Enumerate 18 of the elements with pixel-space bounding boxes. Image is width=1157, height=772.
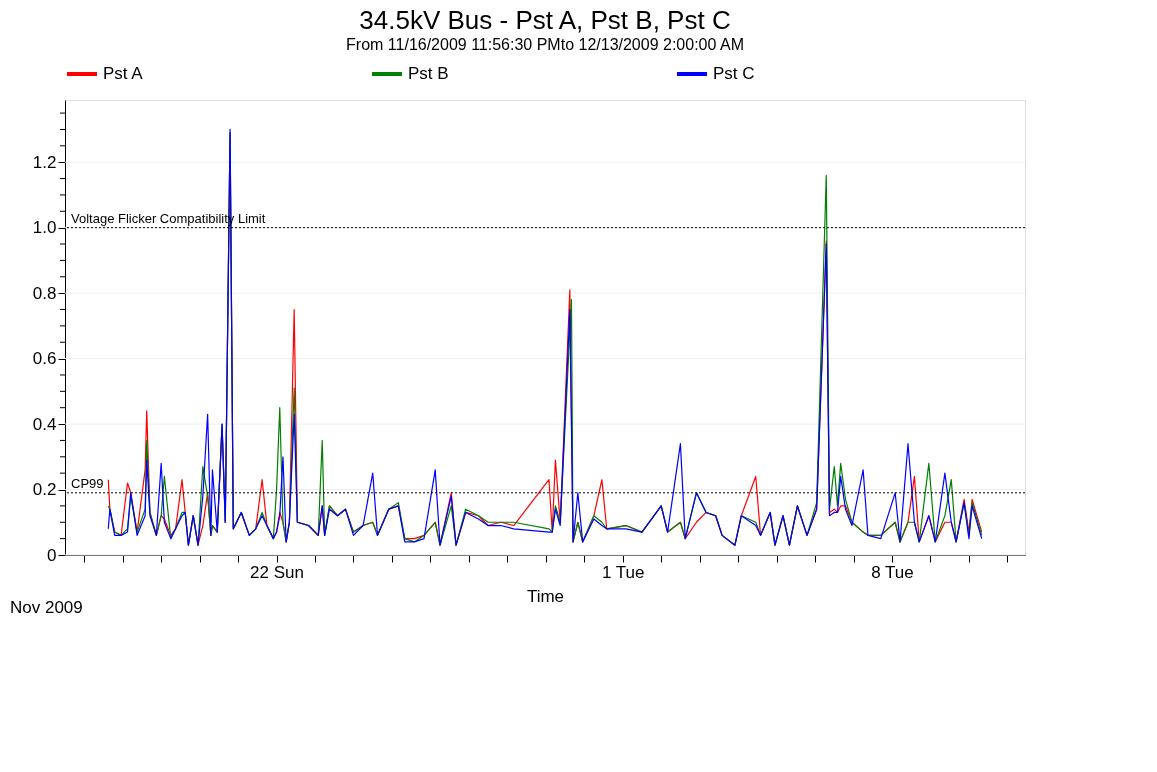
legend-label: Pst A — [103, 64, 144, 83]
chart-title: 34.5kV Bus - Pst A, Pst B, Pst C — [359, 5, 731, 35]
y-tick-label: 0.2 — [32, 480, 57, 500]
y-tick-label: 0 — [47, 545, 57, 565]
y-tick-label: 1.0 — [32, 218, 57, 238]
ref-line-label: CP99 — [71, 475, 104, 491]
x-axis-title: Time — [526, 586, 565, 606]
y-tick-label: 0.8 — [32, 283, 57, 303]
y-tick-label: 0.6 — [32, 349, 57, 369]
legend-label: Pst C — [713, 64, 755, 83]
y-tick-label: 1.2 — [32, 152, 57, 172]
x-tick-label: 22 Sun — [250, 562, 304, 582]
x-tick-label: 8 Tue — [871, 562, 914, 582]
legend-label: Pst B — [408, 64, 449, 83]
x-tick-label: 1 Tue — [601, 562, 645, 582]
text: Nov 2009 — [10, 598, 83, 617]
y-tick-label: 0.4 — [32, 414, 57, 434]
chart-subtitle: From 11/16/2009 11:56:30 PMto 12/13/2009 2:00:00 AM — [346, 36, 744, 53]
